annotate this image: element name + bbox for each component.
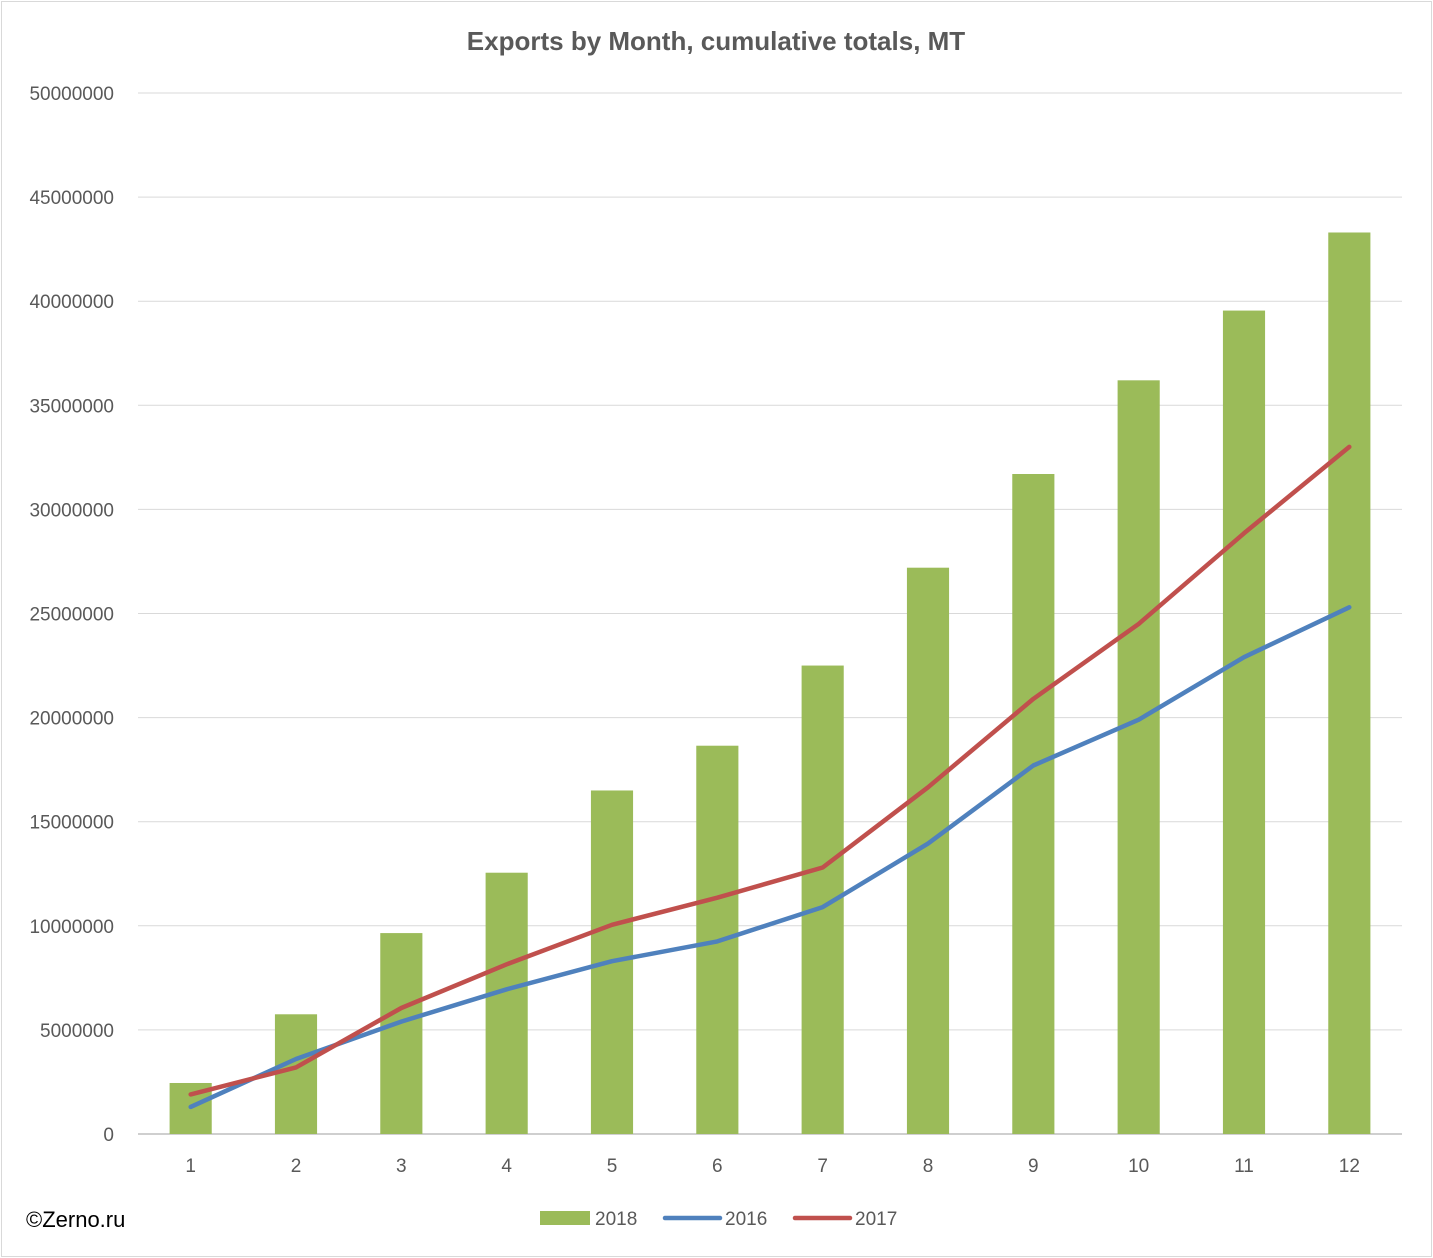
x-tick-label: 5: [607, 1156, 618, 1177]
y-axis-ticks: 0 5000000 10000000 15000000 20000000 25000000…: [29, 84, 114, 1146]
bar-2018-12: [1328, 232, 1371, 1134]
legend-label-2017: 2017: [855, 1209, 897, 1230]
y-tick-label: 15000000: [29, 813, 114, 834]
bar-2018-2: [274, 1014, 318, 1134]
x-tick-label: 12: [1339, 1156, 1360, 1177]
bar-2018-10: [1117, 380, 1160, 1134]
watermark-text: ©Zerno.ru: [26, 1207, 125, 1232]
y-tick-label: 45000000: [29, 188, 114, 209]
x-tick-label: 10: [1128, 1156, 1149, 1177]
gridlines: [138, 92, 1402, 1135]
y-tick-label: 20000000: [29, 709, 114, 730]
legend: 2018 2016 2017: [540, 1209, 897, 1230]
y-tick-label: 40000000: [29, 292, 114, 313]
bar-2018-9: [1012, 474, 1055, 1135]
line-series-2017: [188, 444, 1352, 1097]
x-tick-label: 8: [923, 1156, 934, 1177]
x-tick-label: 6: [712, 1156, 723, 1177]
chart-title: Exports by Month, cumulative totals, MT: [467, 26, 965, 56]
x-tick-label: 9: [1028, 1156, 1039, 1177]
y-tick-label: 50000000: [29, 84, 114, 105]
y-tick-label: 5000000: [40, 1021, 114, 1042]
line-series-2016: [188, 605, 1352, 1110]
y-tick-label: 35000000: [29, 396, 114, 417]
y-tick-label: 10000000: [29, 917, 114, 938]
x-tick-label: 2: [291, 1156, 302, 1177]
x-tick-label: 3: [396, 1156, 407, 1177]
y-tick-label: 25000000: [29, 605, 114, 626]
bars-series-2018: [169, 232, 1371, 1135]
x-tick-label: 1: [185, 1156, 196, 1177]
bar-2018-11: [1222, 310, 1266, 1135]
legend-swatch-2018: [540, 1211, 590, 1225]
bar-2018-4: [485, 872, 528, 1134]
x-axis-ticks: 1 2 3 4 5 6 7 8 9 10 11 12: [185, 1156, 1360, 1177]
y-tick-label: 0: [103, 1125, 114, 1146]
legend-label-2016: 2016: [725, 1209, 767, 1230]
x-tick-label: 4: [501, 1156, 512, 1177]
legend-label-2018: 2018: [595, 1209, 637, 1230]
line-series: [188, 444, 1352, 1110]
bar-2018-3: [380, 933, 423, 1134]
x-tick-label: 11: [1234, 1156, 1254, 1177]
x-tick-label: 7: [817, 1156, 828, 1177]
y-tick-label: 30000000: [29, 500, 114, 521]
